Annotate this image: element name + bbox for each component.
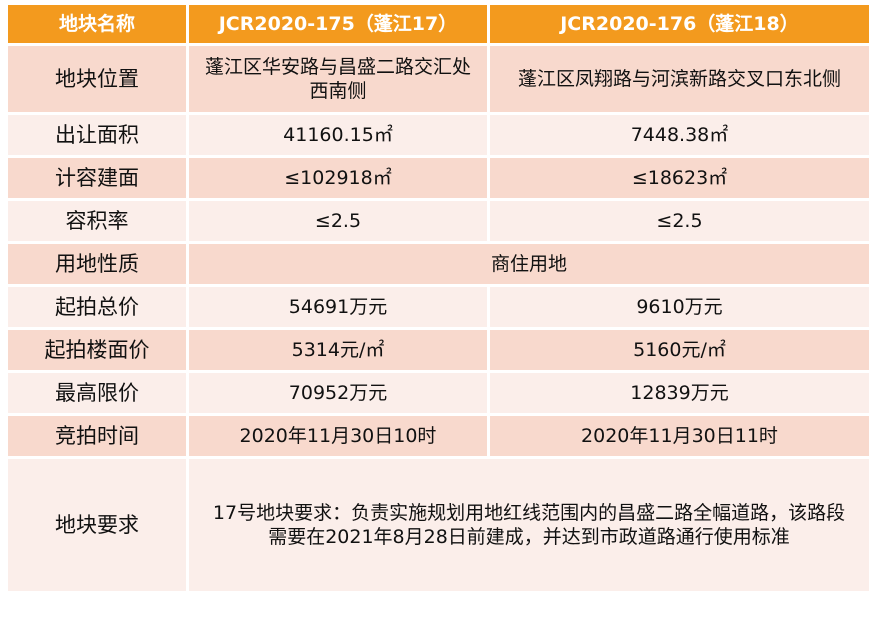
header-plot-176: JCR2020-176（蓬江18） bbox=[487, 2, 872, 46]
row-label: 地块要求 bbox=[5, 456, 189, 594]
header-plot-175: JCR2020-175（蓬江17） bbox=[186, 2, 490, 46]
cell-max-price-176: 12839万元 bbox=[487, 370, 872, 416]
row-label: 起拍总价 bbox=[5, 284, 189, 330]
cell-location-175: 蓬江区华安路与昌盛二路交汇处西南侧 bbox=[186, 43, 490, 115]
cell-far-176: ≤2.5 bbox=[487, 198, 872, 244]
cell-far-175: ≤2.5 bbox=[186, 198, 490, 244]
cell-start-floor-price-176: 5160元/㎡ bbox=[487, 327, 872, 373]
table-row-start-price: 起拍总价 54691万元 9610万元 bbox=[5, 284, 872, 330]
table-row-auction-time: 竞拍时间 2020年11月30日10时 2020年11月30日11时 bbox=[5, 413, 872, 459]
cell-area-176: 7448.38㎡ bbox=[487, 112, 872, 158]
table-row-area: 出让面积 41160.15㎡ 7448.38㎡ bbox=[5, 112, 872, 158]
cell-area-175: 41160.15㎡ bbox=[186, 112, 490, 158]
table-row-location: 地块位置 蓬江区华安路与昌盛二路交汇处西南侧 蓬江区凤翔路与河滨新路交叉口东北侧 bbox=[5, 43, 872, 115]
row-label: 用地性质 bbox=[5, 241, 189, 287]
row-label: 出让面积 bbox=[5, 112, 189, 158]
cell-floor-area-175: ≤102918㎡ bbox=[186, 155, 490, 201]
row-label: 地块位置 bbox=[5, 43, 189, 115]
cell-max-price-175: 70952万元 bbox=[186, 370, 490, 416]
cell-auction-time-176: 2020年11月30日11时 bbox=[487, 413, 872, 459]
cell-start-floor-price-175: 5314元/㎡ bbox=[186, 327, 490, 373]
land-auction-table: 地块名称 JCR2020-175（蓬江17） JCR2020-176（蓬江18）… bbox=[5, 2, 872, 594]
table-row-land-use: 用地性质 商住用地 bbox=[5, 241, 872, 287]
cell-start-price-176: 9610万元 bbox=[487, 284, 872, 330]
cell-requirements: 17号地块要求：负责实施规划用地红线范围内的昌盛二路全幅道路，该路段需要在202… bbox=[186, 456, 872, 594]
table-row-floor-area: 计容建面 ≤102918㎡ ≤18623㎡ bbox=[5, 155, 872, 201]
cell-auction-time-175: 2020年11月30日10时 bbox=[186, 413, 490, 459]
cell-start-price-175: 54691万元 bbox=[186, 284, 490, 330]
row-label: 计容建面 bbox=[5, 155, 189, 201]
row-label: 最高限价 bbox=[5, 370, 189, 416]
cell-floor-area-176: ≤18623㎡ bbox=[487, 155, 872, 201]
row-label: 容积率 bbox=[5, 198, 189, 244]
row-label: 竞拍时间 bbox=[5, 413, 189, 459]
row-label: 起拍楼面价 bbox=[5, 327, 189, 373]
table-row-far: 容积率 ≤2.5 ≤2.5 bbox=[5, 198, 872, 244]
table-row-requirements: 地块要求 17号地块要求：负责实施规划用地红线范围内的昌盛二路全幅道路，该路段需… bbox=[5, 456, 872, 594]
table-row-max-price: 最高限价 70952万元 12839万元 bbox=[5, 370, 872, 416]
table-row-start-floor-price: 起拍楼面价 5314元/㎡ 5160元/㎡ bbox=[5, 327, 872, 373]
header-plot-name: 地块名称 bbox=[5, 2, 189, 46]
cell-land-use: 商住用地 bbox=[186, 241, 872, 287]
table-header-row: 地块名称 JCR2020-175（蓬江17） JCR2020-176（蓬江18） bbox=[5, 2, 872, 46]
cell-location-176: 蓬江区凤翔路与河滨新路交叉口东北侧 bbox=[487, 43, 872, 115]
